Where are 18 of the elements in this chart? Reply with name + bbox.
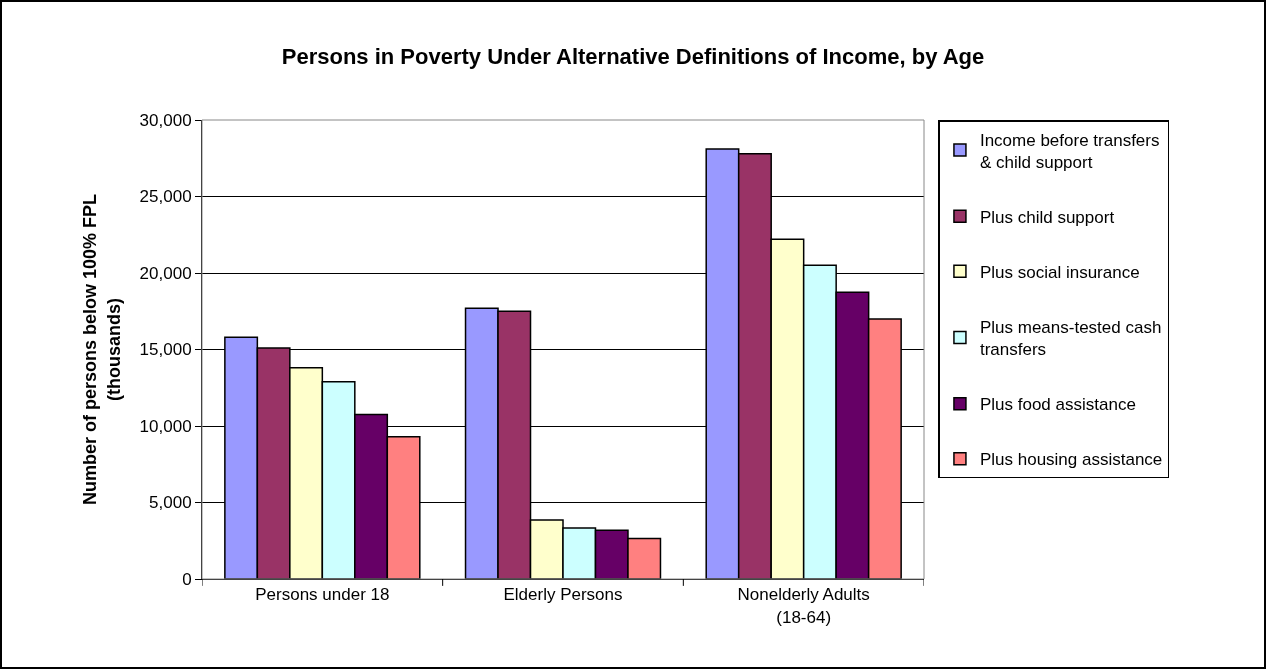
legend-label: Plus housing assistance	[979, 450, 1163, 470]
chart-title: Persons in Poverty Under Alternative Definitions of Income, by Age	[281, 43, 985, 69]
x-tick-label: Elderly Persons	[503, 585, 623, 605]
y-tick-label: 0	[182, 569, 192, 589]
y-tick-label: 20,000	[139, 263, 192, 283]
x-tick-label: Nonelderly Adults (18-64)	[737, 585, 870, 627]
y-tick-label: 15,000	[139, 340, 192, 360]
x-tick-label: Persons under 18	[255, 585, 390, 605]
legend-label: Plus means-tested cash transfers	[979, 318, 1162, 360]
legend-label: Plus child support	[979, 207, 1115, 227]
y-axis-title: Number of persons below 100% FPL (thousands)	[80, 193, 124, 506]
legend-label: Income before transfers & child support	[979, 130, 1160, 172]
y-tick-label: 10,000	[139, 416, 192, 436]
y-tick-label: 30,000	[139, 110, 192, 130]
y-tick-label: 25,000	[139, 187, 192, 207]
y-tick-label: 5,000	[149, 493, 192, 513]
legend-label: Plus food assistance	[979, 395, 1136, 415]
legend-label: Plus social insurance	[979, 262, 1140, 282]
